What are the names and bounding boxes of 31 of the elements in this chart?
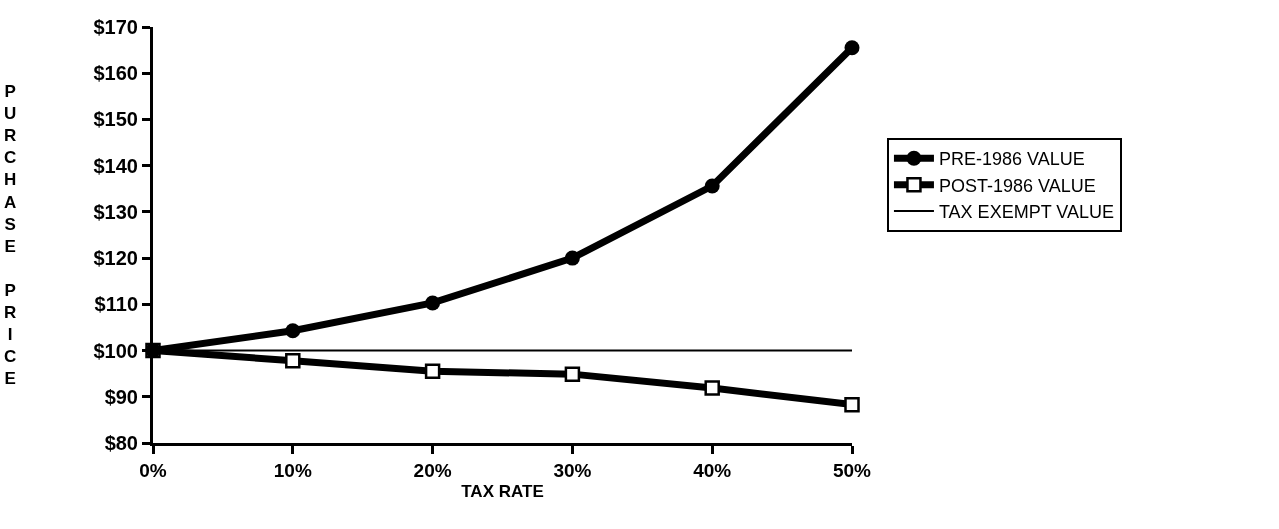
x-tick-label: 40%: [693, 459, 732, 481]
point: [564, 250, 580, 266]
y-tick-label: $120: [93, 247, 138, 270]
y-tick-label: $80: [104, 432, 138, 454]
x-tick-label: 10%: [273, 459, 312, 481]
y-tick-label: $150: [93, 108, 138, 131]
x-tick-label: 0%: [139, 459, 167, 481]
point: [844, 40, 860, 56]
y-tick-label: $160: [93, 62, 138, 85]
point: [704, 178, 720, 194]
point: [564, 366, 581, 382]
y-tick-label: $140: [93, 154, 138, 177]
y-tick-label: $130: [93, 200, 138, 223]
y-tick-label: $100: [93, 339, 138, 362]
y-tick-label: $110: [94, 293, 138, 316]
x-tick-label: 50%: [832, 459, 872, 481]
legend-label: TAX EXEMPT VALUE: [938, 202, 1115, 223]
point: [425, 295, 441, 311]
x-tick-label: 30%: [553, 459, 592, 481]
text: PURCHASE PRICE: [4, 82, 17, 389]
y-tick-label: $170: [93, 16, 138, 38]
y-tick-label: $90: [104, 385, 138, 408]
legend-label: POST-1986 VALUE: [938, 175, 1096, 196]
point: [285, 323, 301, 339]
point: [424, 363, 441, 380]
point: [844, 396, 860, 413]
point: [285, 352, 301, 369]
x-axis-title: TAX RATE: [461, 482, 544, 502]
legend-label: PRE-1986 VALUE: [938, 149, 1085, 170]
point: [704, 380, 720, 396]
x-tick-label: 20%: [413, 459, 452, 481]
